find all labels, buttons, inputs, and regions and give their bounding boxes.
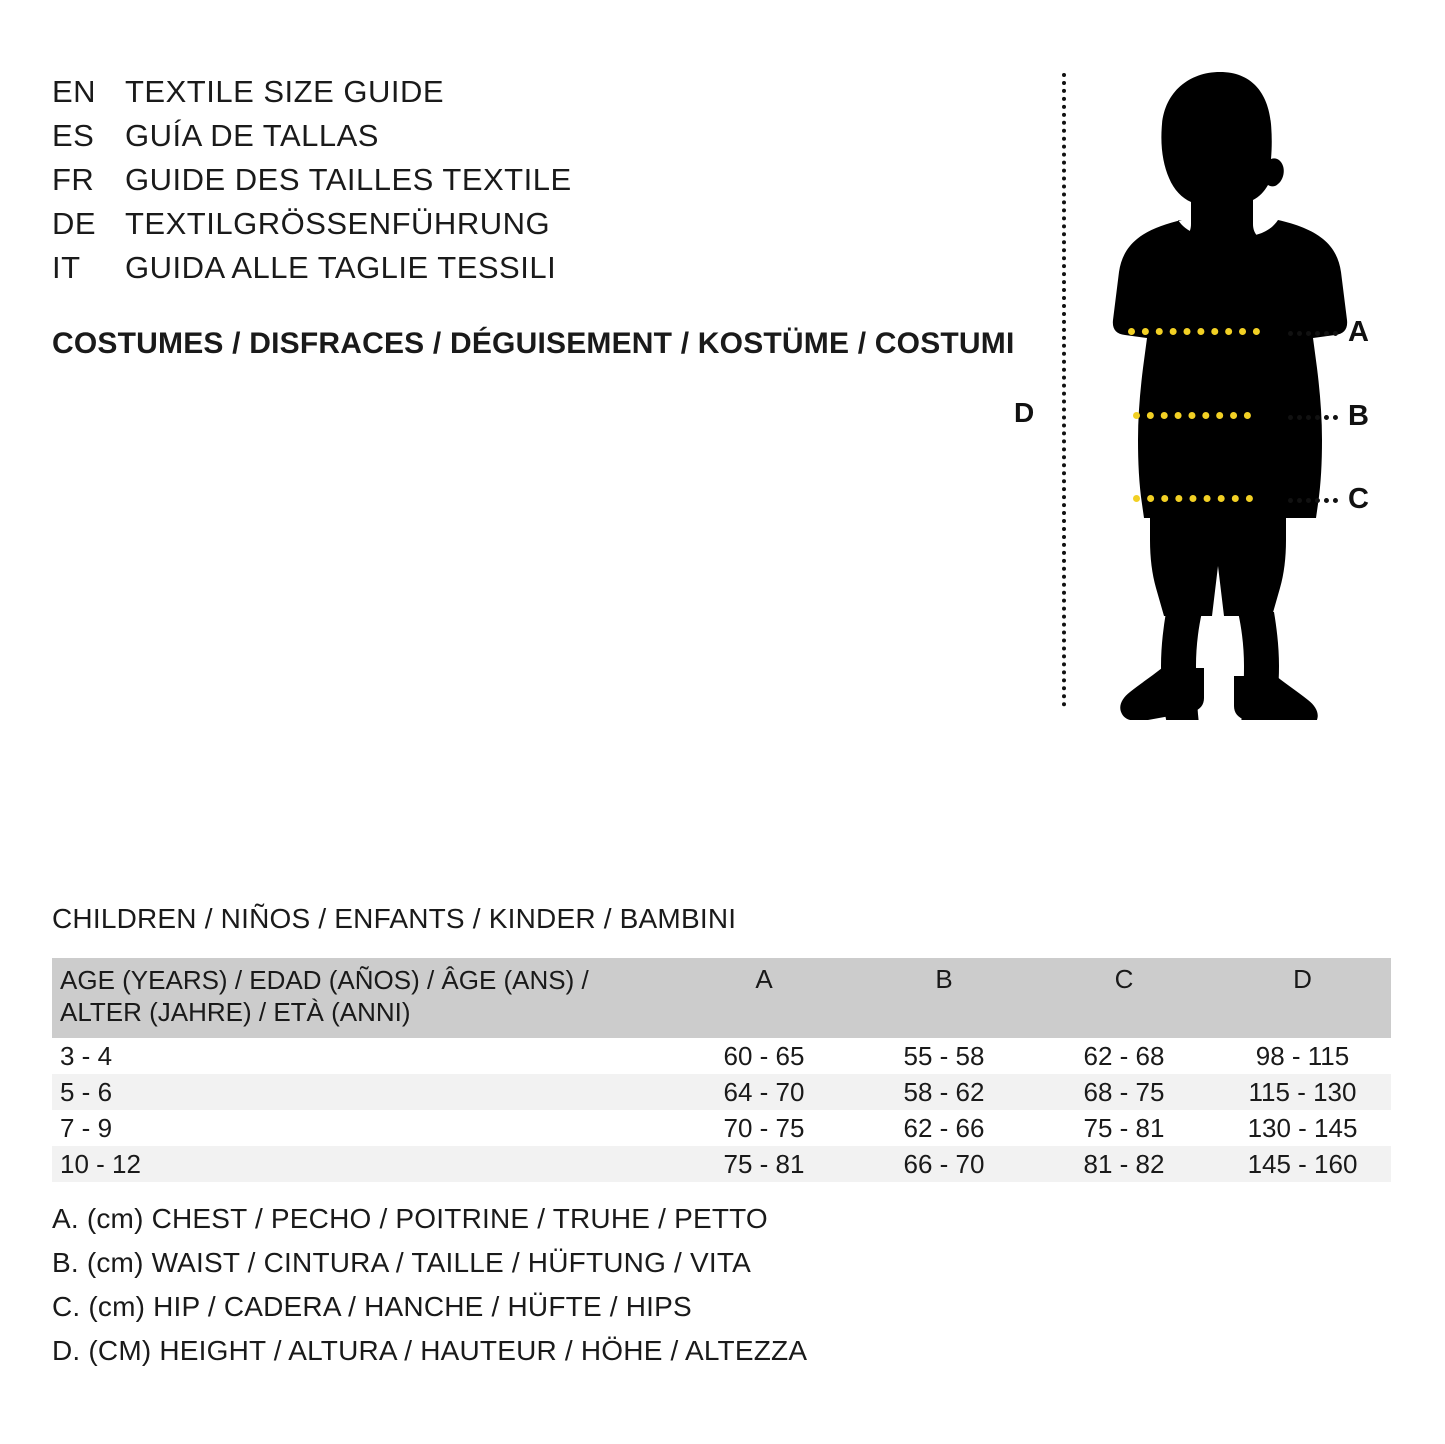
leader-line-c (1288, 498, 1338, 503)
size-table-header: AGE (YEARS) / EDAD (AÑOS) / ÂGE (ANS) / … (52, 958, 1391, 1038)
measure-line-waist (1133, 412, 1251, 419)
language-text-it: GUIDA ALLE TAGLIE TESSILI (125, 250, 557, 285)
language-row-fr: FR GUIDE DES TAILLES TEXTILE (52, 162, 952, 206)
table-heading: CHILDREN / NIÑOS / ENFANTS / KINDER / BA… (52, 903, 737, 934)
language-row-de: DE TEXTILGRÖSSENFÜHRUNG (52, 206, 952, 250)
cell-age: 5 - 6 (60, 1076, 113, 1107)
cell-height: 145 - 160 (1247, 1148, 1358, 1179)
cell-waist: 66 - 70 (903, 1148, 985, 1179)
language-code-fr: FR (52, 162, 95, 197)
measure-label-b: B (1348, 400, 1369, 432)
language-text-en: TEXTILE SIZE GUIDE (125, 74, 445, 109)
column-header-c: C (1114, 964, 1134, 994)
height-axis-dotted-line (1062, 73, 1066, 707)
language-text-de: TEXTILGRÖSSENFÜHRUNG (125, 206, 551, 241)
cell-age: 10 - 12 (60, 1148, 141, 1179)
cell-waist: 55 - 58 (903, 1040, 985, 1071)
language-row-en: EN TEXTILE SIZE GUIDE (52, 74, 952, 118)
cell-chest: 75 - 81 (723, 1148, 805, 1179)
cell-hip: 75 - 81 (1083, 1112, 1165, 1143)
column-header-a: A (755, 964, 773, 994)
column-header-d: D (1293, 964, 1312, 994)
table-header-row: AGE (YEARS) / EDAD (AÑOS) / ÂGE (ANS) / … (52, 958, 1391, 1038)
cell-chest: 60 - 65 (723, 1040, 805, 1071)
column-header-age: AGE (YEARS) / EDAD (AÑOS) / ÂGE (ANS) / … (52, 958, 674, 1038)
cell-chest: 70 - 75 (723, 1112, 805, 1143)
height-label-d: D (1014, 397, 1035, 428)
leader-line-a (1288, 331, 1338, 336)
column-header-age-line2: ALTER (JAHRE) / ETÀ (ANNI) (60, 997, 411, 1027)
table-row: 7 - 9 70 - 75 62 - 66 75 - 81 130 - 145 (52, 1110, 1391, 1146)
measure-line-hip (1133, 495, 1253, 502)
language-row-it: IT GUIDA ALLE TAGLIE TESSILI (52, 250, 952, 294)
language-header-block: EN TEXTILE SIZE GUIDE ES GUÍA DE TALLAS … (52, 74, 952, 294)
size-table-body: 3 - 4 60 - 65 55 - 58 62 - 68 98 - 115 5… (52, 1038, 1391, 1182)
cell-height: 130 - 145 (1247, 1112, 1358, 1143)
cell-age: 7 - 9 (60, 1112, 113, 1143)
language-code-it: IT (52, 250, 81, 285)
table-row: 10 - 12 75 - 81 66 - 70 81 - 82 145 - 16… (52, 1146, 1391, 1182)
cell-hip: 68 - 75 (1083, 1076, 1165, 1107)
language-text-fr: GUIDE DES TAILLES TEXTILE (125, 162, 572, 197)
language-row-es: ES GUÍA DE TALLAS (52, 118, 952, 162)
cell-waist: 58 - 62 (903, 1076, 985, 1107)
legend-item-d: D. (CM) HEIGHT / ALTURA / HAUTEUR / HÖHE… (52, 1335, 808, 1366)
language-code-en: EN (52, 74, 97, 109)
size-table: AGE (YEARS) / EDAD (AÑOS) / ÂGE (ANS) / … (52, 958, 1391, 1182)
size-diagram: D A B C (1000, 60, 1420, 740)
cell-chest: 64 - 70 (723, 1076, 805, 1107)
language-code-de: DE (52, 206, 97, 241)
child-silhouette-icon (1112, 72, 1348, 720)
legend-item-b: B. (cm) WAIST / CINTURA / TAILLE / HÜFTU… (52, 1247, 751, 1278)
legend-item-c: C. (cm) HIP / CADERA / HANCHE / HÜFTE / … (52, 1291, 692, 1322)
table-row: 5 - 6 64 - 70 58 - 62 68 - 75 115 - 130 (52, 1074, 1391, 1110)
cell-age: 3 - 4 (60, 1040, 113, 1071)
measure-label-c: C (1348, 483, 1369, 515)
column-header-b: B (935, 964, 953, 994)
legend-item-a: A. (cm) CHEST / PECHO / POITRINE / TRUHE… (52, 1203, 768, 1234)
table-row: 3 - 4 60 - 65 55 - 58 62 - 68 98 - 115 (52, 1038, 1391, 1074)
measure-line-chest (1128, 328, 1260, 335)
cell-hip: 62 - 68 (1083, 1040, 1165, 1071)
cell-height: 115 - 130 (1248, 1076, 1357, 1107)
measure-label-a: A (1348, 316, 1369, 348)
category-title: COSTUMES / DISFRACES / DÉGUISEMENT / KOS… (52, 327, 1015, 360)
column-header-age-line1: AGE (YEARS) / EDAD (AÑOS) / ÂGE (ANS) / (60, 965, 589, 996)
language-code-es: ES (52, 118, 95, 153)
leader-line-b (1288, 415, 1338, 420)
measurement-legend: A. (cm) CHEST / PECHO / POITRINE / TRUHE… (52, 1203, 807, 1379)
cell-waist: 62 - 66 (903, 1112, 985, 1143)
language-text-es: GUÍA DE TALLAS (125, 118, 379, 153)
cell-hip: 81 - 82 (1083, 1148, 1165, 1179)
cell-height: 98 - 115 (1255, 1040, 1350, 1071)
